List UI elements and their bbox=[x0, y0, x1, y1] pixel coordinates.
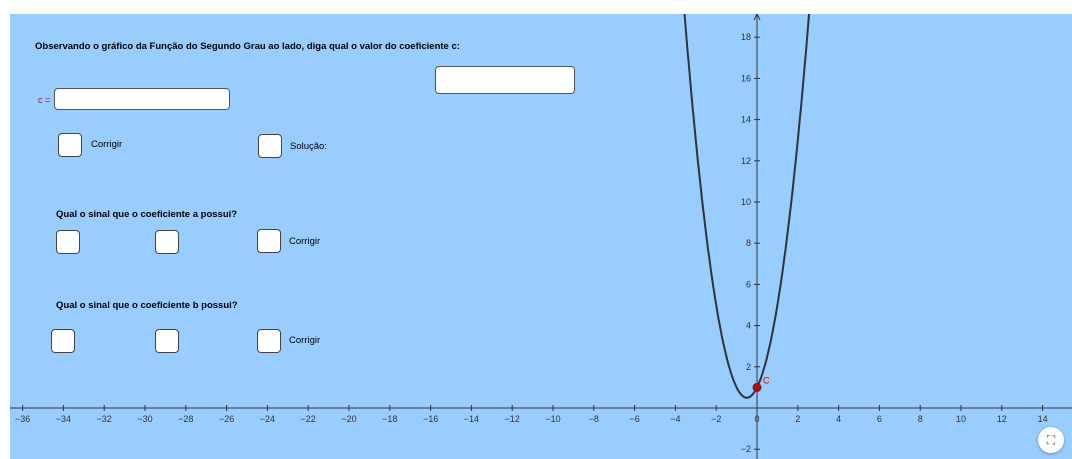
x-tick-label: 8 bbox=[918, 414, 923, 424]
y-tick-label: −2 bbox=[741, 444, 751, 454]
x-tick-label: 2 bbox=[795, 414, 800, 424]
a-positive-checkbox[interactable] bbox=[56, 230, 80, 254]
x-tick-label: −12 bbox=[505, 414, 520, 424]
x-tick-label: 4 bbox=[836, 414, 841, 424]
x-tick-label: −14 bbox=[464, 414, 479, 424]
corrigir-c-label: Corrigir bbox=[91, 139, 123, 150]
x-tick-label: −18 bbox=[382, 414, 397, 424]
x-tick-label: 12 bbox=[997, 414, 1007, 424]
solucao-label: Solução: bbox=[290, 141, 327, 152]
corrigir-a-label: Corrigir bbox=[289, 236, 321, 247]
corrigir-b-label: Corrigir bbox=[289, 335, 321, 346]
x-tick-label: −32 bbox=[97, 414, 112, 424]
y-tick-label: 12 bbox=[741, 156, 751, 166]
x-tick-label: −16 bbox=[423, 414, 438, 424]
solucao-checkbox[interactable] bbox=[258, 134, 282, 158]
y-tick-label: 2 bbox=[746, 362, 751, 372]
question-a: Qual o sinal que o coeficiente a possui? bbox=[56, 209, 238, 220]
a-negative-checkbox[interactable] bbox=[155, 230, 179, 254]
x-tick-label: −26 bbox=[219, 414, 234, 424]
y-tick-label: 6 bbox=[746, 279, 751, 289]
x-tick-label: −34 bbox=[56, 414, 71, 424]
c-label: c = bbox=[38, 95, 51, 105]
x-tick-label: −36 bbox=[15, 414, 30, 424]
b-positive-checkbox[interactable] bbox=[51, 329, 75, 353]
fullscreen-button[interactable]: ⛶ bbox=[1038, 427, 1064, 453]
x-tick-label: 6 bbox=[877, 414, 882, 424]
y-tick-label: 4 bbox=[746, 321, 751, 331]
x-tick-label: −22 bbox=[301, 414, 316, 424]
x-tick-label: 14 bbox=[1038, 414, 1048, 424]
y-tick-label: 18 bbox=[741, 32, 751, 42]
solution-input[interactable] bbox=[435, 66, 575, 94]
corrigir-a-checkbox[interactable] bbox=[257, 229, 281, 253]
x-tick-label: −10 bbox=[545, 414, 560, 424]
y-tick-label: 16 bbox=[741, 73, 751, 83]
graphics-view[interactable]: −36 −34 −32 −30 −28 −26 −24 −22 −20 −18 −16 −14 −12−… bbox=[10, 14, 1072, 459]
x-tick-label: −20 bbox=[341, 414, 356, 424]
question-b: Qual o sinal que o coeficiente b possui? bbox=[56, 300, 238, 311]
corrigir-c-checkbox[interactable] bbox=[58, 133, 82, 157]
x-tick-label: −2 bbox=[711, 414, 721, 424]
graph-canvas[interactable]: −36 −34 −32 −30 −28 −26 −24 −22 −20 −18 −16 −14 −12−… bbox=[10, 14, 1072, 459]
y-tick-label: 8 bbox=[746, 238, 751, 248]
x-tick-label: −30 bbox=[137, 414, 152, 424]
fullscreen-icon: ⛶ bbox=[1046, 432, 1056, 447]
point-c-label: C bbox=[763, 375, 770, 385]
x-tick-label: −24 bbox=[260, 414, 275, 424]
y-tick-label: 10 bbox=[741, 197, 751, 207]
x-tick-label: −8 bbox=[589, 414, 599, 424]
b-negative-checkbox[interactable] bbox=[155, 329, 179, 353]
parabola-curve bbox=[683, 14, 811, 399]
corrigir-b-checkbox[interactable] bbox=[257, 329, 281, 353]
x-tick-label: 10 bbox=[956, 414, 966, 424]
x-tick-label: 0 bbox=[754, 414, 759, 424]
point-c bbox=[752, 382, 762, 392]
x-tick-label: −6 bbox=[629, 414, 639, 424]
x-tick-label: −28 bbox=[178, 414, 193, 424]
y-axis-arrow bbox=[753, 14, 761, 21]
y-tick-label: 14 bbox=[741, 115, 751, 125]
question-c: Observando o gráfico da Função do Segund… bbox=[35, 41, 460, 52]
c-input[interactable] bbox=[54, 88, 230, 110]
x-tick-label: −4 bbox=[670, 414, 680, 424]
